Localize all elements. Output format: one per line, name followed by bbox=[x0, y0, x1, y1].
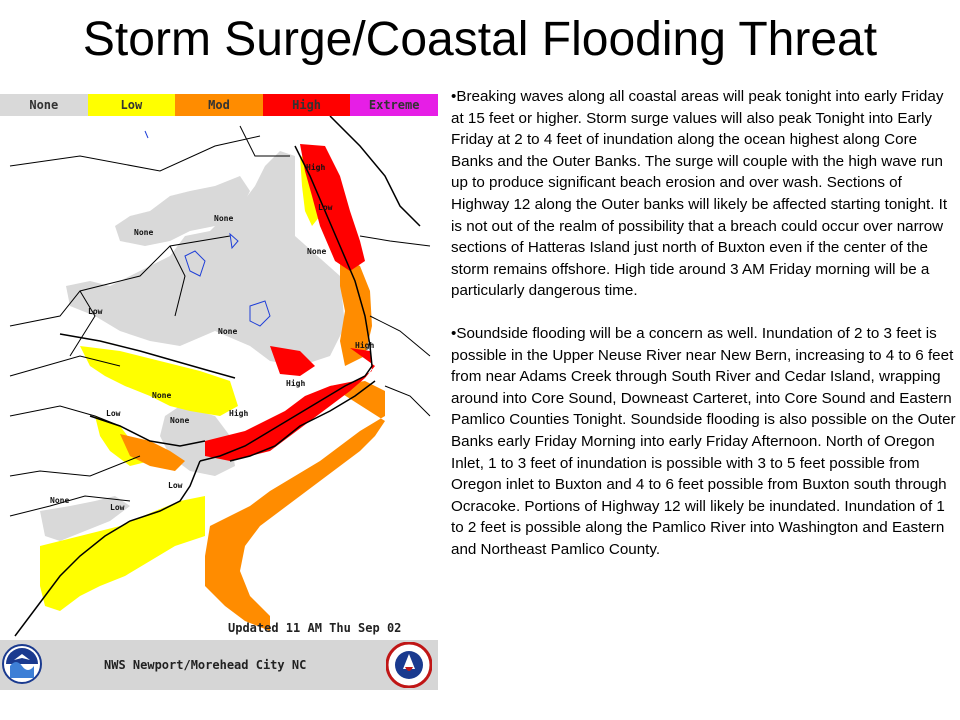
label-high-4: High bbox=[229, 408, 248, 418]
slide-title: Storm Surge/Coastal Flooding Threat bbox=[82, 13, 878, 66]
mod-threat-areas bbox=[120, 256, 385, 631]
label-none-6: None bbox=[170, 416, 189, 425]
label-low-4: Low bbox=[168, 481, 183, 490]
updated-timestamp: Updated 11 AM Thu Sep 02 bbox=[228, 621, 402, 635]
threat-labels: High Low None None None Low None High Hi… bbox=[50, 162, 374, 512]
storm-surge-map: None Low Mod High Extreme bbox=[0, 94, 438, 690]
legend-high: High bbox=[262, 94, 351, 116]
coastal-map-svg: High Low None None None Low None High Hi… bbox=[9, 116, 431, 637]
legend-mod: Mod bbox=[175, 94, 263, 116]
label-high-3: High bbox=[286, 378, 305, 388]
label-none-4: None bbox=[218, 327, 237, 336]
none-threat-areas bbox=[40, 151, 345, 541]
ocean-surge-paragraph: •Breaking waves along all coastal areas … bbox=[451, 88, 948, 300]
label-none-3: None bbox=[307, 247, 326, 256]
label-high-1: High bbox=[306, 162, 325, 172]
label-low-3: Low bbox=[106, 409, 121, 418]
office-name: NWS Newport/Morehead City NC bbox=[104, 658, 307, 672]
map-footer: NWS Newport/Morehead City NC bbox=[0, 640, 438, 690]
label-low-1: Low bbox=[318, 203, 333, 212]
legend-extreme: Extreme bbox=[350, 94, 438, 116]
legend-none: None bbox=[0, 94, 88, 116]
label-none-1: None bbox=[214, 214, 233, 223]
label-low-5: Low bbox=[110, 503, 125, 512]
forecast-text: •Breaking waves along all coastal areas … bbox=[451, 86, 956, 581]
label-low-2: Low bbox=[88, 307, 103, 316]
nws-logo-icon bbox=[386, 642, 432, 688]
noaa-logo-icon bbox=[2, 644, 42, 684]
threat-legend: None Low Mod High Extreme bbox=[0, 94, 438, 116]
label-none-2: None bbox=[134, 228, 153, 237]
label-high-2: High bbox=[355, 340, 374, 350]
legend-low: Low bbox=[87, 94, 176, 116]
coastline bbox=[14, 116, 421, 637]
high-threat-areas bbox=[205, 144, 375, 461]
label-none-7: None bbox=[50, 496, 69, 505]
soundside-flooding-paragraph: •Soundside flooding will be a concern as… bbox=[451, 324, 956, 558]
label-none-5: None bbox=[152, 391, 171, 400]
rivers-lakes bbox=[144, 130, 271, 327]
county-boundaries bbox=[9, 125, 431, 517]
